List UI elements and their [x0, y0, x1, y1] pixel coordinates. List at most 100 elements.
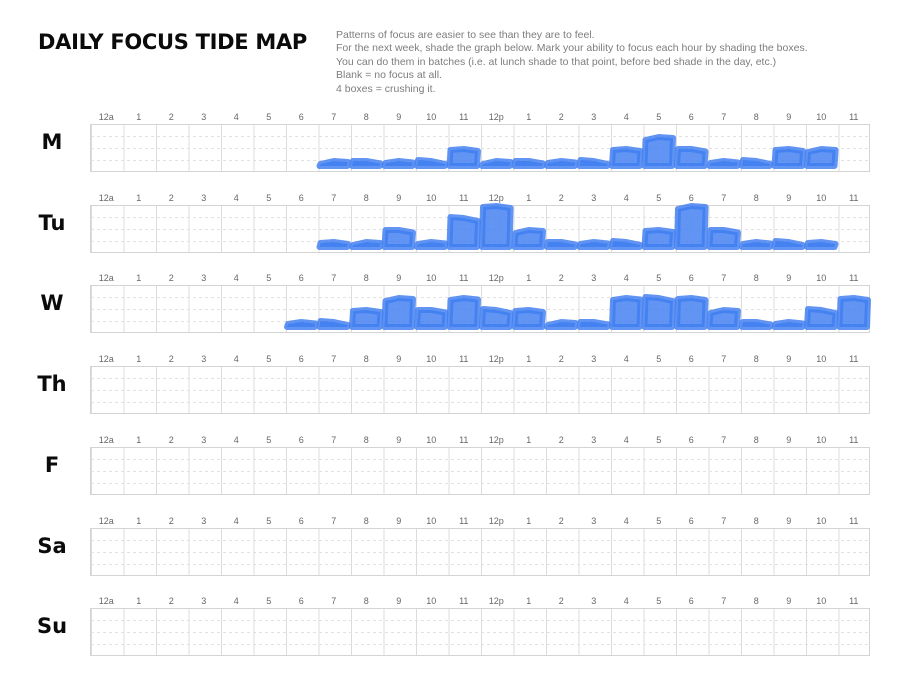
hour-label: 1: [526, 596, 532, 607]
hour-label: 1: [136, 354, 142, 365]
hour-label: 11: [849, 192, 859, 203]
hour-label: 8: [753, 515, 759, 526]
hour-label: 10: [426, 354, 437, 365]
instruction-line: Patterns of focus are easier to see than…: [336, 29, 595, 41]
hour-grid[interactable]: [90, 204, 870, 253]
hour-label: 6: [688, 354, 694, 365]
hour-grid[interactable]: [90, 124, 870, 172]
hour-label: 11: [849, 273, 859, 284]
day-row: Tu 12a 1 2 3 4 5 6 7 8 9 10 11 12p 1 2 3 4 5 6 7 8 9 10 11: [0, 193, 910, 273]
hour-label: 4: [233, 354, 239, 365]
hour-label: 1: [136, 192, 142, 203]
hour-label: 8: [363, 354, 369, 365]
hour-label: 10: [426, 273, 437, 284]
hour-label: 3: [201, 273, 207, 284]
hour-grid[interactable]: [90, 285, 870, 334]
hour-label: 12p: [488, 192, 504, 203]
hour-label: 9: [786, 354, 792, 365]
hour-grid[interactable]: [90, 446, 870, 495]
hour-label: 10: [426, 434, 437, 445]
hour-label: 9: [396, 273, 402, 284]
hour-label: 3: [201, 515, 207, 526]
hour-label: 4: [623, 273, 629, 284]
hour-label: 9: [786, 434, 792, 445]
hour-grid[interactable]: [90, 527, 870, 576]
hour-label: 3: [201, 192, 207, 203]
hour-label: 2: [168, 354, 174, 365]
hour-label: 7: [331, 515, 337, 526]
hour-label: 5: [656, 434, 662, 445]
hour-label: 9: [786, 273, 792, 284]
hour-label: 7: [721, 354, 727, 365]
hour-label: 12a: [98, 596, 114, 607]
hour-label: 3: [201, 112, 207, 122]
hour-label: 1: [136, 596, 142, 607]
day-label: Su: [36, 614, 68, 639]
hour-label: 12p: [488, 112, 504, 122]
hour-label: 8: [753, 354, 759, 365]
hour-label: 9: [396, 112, 402, 122]
hour-label: 7: [331, 192, 337, 203]
hour-label: 1: [526, 354, 532, 365]
hour-label: 3: [201, 596, 207, 607]
hour-label: 10: [426, 596, 437, 607]
hour-label: 11: [459, 273, 469, 284]
hour-label: 5: [266, 515, 272, 526]
hour-label: 12a: [98, 354, 114, 365]
hour-label: 5: [266, 192, 272, 203]
hour-label: 12a: [98, 434, 114, 445]
hour-label: 4: [233, 434, 239, 445]
hour-label: 4: [623, 192, 629, 203]
hour-label: 8: [363, 192, 369, 203]
hour-label: 8: [363, 515, 369, 526]
hour-label: 5: [656, 112, 662, 122]
hour-label: 8: [363, 434, 369, 445]
hour-label: 2: [558, 273, 564, 284]
hour-label: 11: [849, 515, 859, 526]
hour-label: 8: [753, 112, 759, 122]
hour-label: 1: [526, 434, 532, 445]
hour-label: 6: [298, 596, 304, 607]
hour-label: 3: [201, 354, 207, 365]
hour-label: 5: [656, 515, 662, 526]
hour-label: 6: [298, 515, 304, 526]
instruction-line: For the next week, shade the graph below…: [336, 42, 808, 55]
hour-label: 2: [558, 515, 564, 526]
instruction-line: 4 boxes = crushing it.: [336, 82, 436, 95]
hour-label: 8: [363, 596, 369, 607]
hour-label: 2: [168, 515, 174, 526]
hour-label: 1: [526, 273, 532, 284]
hour-label: 10: [426, 192, 437, 203]
hour-label: 11: [459, 192, 469, 203]
day-label: W: [40, 291, 64, 316]
hour-label: 10: [426, 515, 437, 526]
hour-label: 5: [266, 596, 272, 607]
hour-label: 11: [459, 354, 469, 365]
hour-label: 7: [721, 515, 727, 526]
hour-label: 11: [459, 515, 469, 526]
hour-label: 4: [233, 596, 239, 607]
hour-grid[interactable]: [90, 608, 870, 657]
hour-label: 5: [656, 354, 662, 365]
hour-label: 11: [849, 354, 859, 365]
hour-label: 6: [688, 192, 694, 203]
hour-label: 2: [168, 596, 174, 607]
hour-label: 2: [558, 434, 564, 445]
hour-label: 9: [396, 596, 402, 607]
hour-label: 3: [591, 596, 597, 607]
hour-label: 8: [753, 596, 759, 607]
day-row: Sa 12a 1 2 3 4 5 6 7 8 9 10 11 12p 1 2 3 4 5 6 7 8 9 10 11: [0, 516, 910, 596]
hour-label: 1: [136, 515, 142, 526]
hour-label: 4: [623, 434, 629, 445]
hour-label: 12p: [488, 273, 504, 284]
hour-label: 10: [816, 434, 827, 445]
hour-label: 10: [816, 273, 827, 284]
hour-label: 12p: [488, 354, 504, 365]
hour-label: 3: [591, 273, 597, 284]
hour-label: 3: [591, 192, 597, 203]
hour-label: 9: [786, 596, 792, 607]
hour-label: 12a: [98, 112, 114, 122]
hour-label: 9: [396, 192, 402, 203]
hour-grid[interactable]: [90, 366, 870, 415]
hour-label: 11: [849, 434, 859, 445]
